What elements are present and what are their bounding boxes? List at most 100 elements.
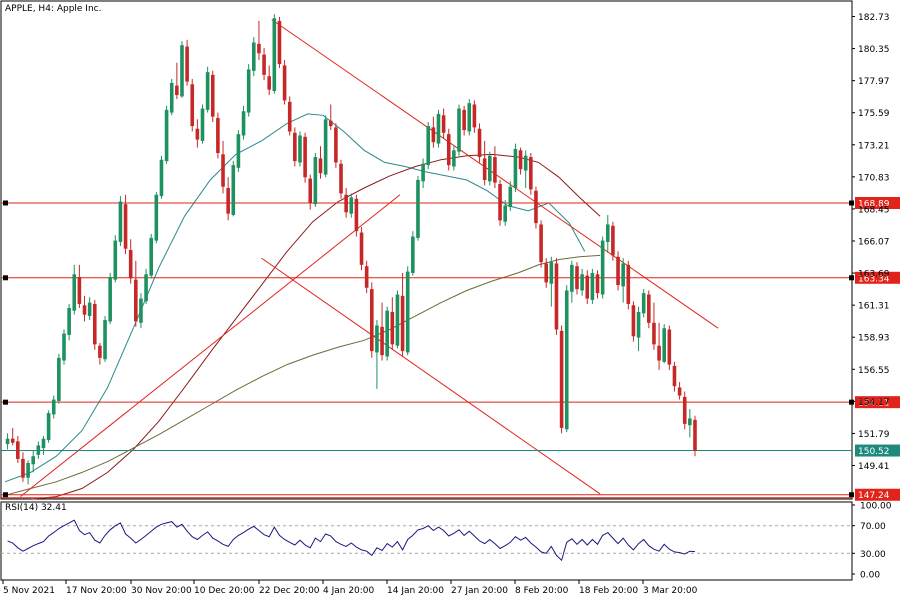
- x-tick-label: 3 Mar 20:00: [643, 586, 698, 596]
- candle-body: [334, 127, 338, 163]
- candle-body: [57, 357, 61, 401]
- candle-body: [616, 256, 620, 286]
- rsi-line: [7, 519, 696, 562]
- level-anchor-right: [849, 200, 854, 206]
- candle-body: [431, 127, 436, 143]
- candle-body: [10, 438, 15, 443]
- level-anchor-right: [849, 399, 854, 405]
- candle-body: [570, 264, 574, 292]
- y-tick-label: 149.41: [858, 462, 890, 472]
- candle-body: [390, 312, 395, 345]
- level-anchor-right: [849, 492, 854, 498]
- chart-frame: [0, 0, 853, 500]
- candle-body: [554, 263, 559, 330]
- candle-body: [293, 132, 297, 162]
- candle-body: [41, 438, 46, 449]
- x-tick-label: 18 Feb 20:00: [579, 586, 638, 596]
- candle-body: [534, 190, 538, 224]
- candle-body: [585, 275, 590, 299]
- chart-title: APPLE, H4: Apple Inc.: [5, 4, 102, 14]
- candle-body: [436, 113, 441, 144]
- candle-body: [354, 198, 359, 232]
- candle-body: [298, 135, 302, 163]
- candle-body: [487, 155, 492, 182]
- candle-body: [21, 458, 25, 478]
- y-tick-label: 180.35: [858, 45, 890, 55]
- level-anchor-left: [3, 200, 8, 206]
- candle-body: [641, 293, 646, 314]
- y-tick-label: 168.45: [858, 205, 890, 215]
- candle-body: [400, 295, 405, 352]
- candle-body: [108, 276, 112, 322]
- candle-body: [164, 109, 169, 162]
- candle-body: [210, 74, 215, 117]
- candle-body: [180, 45, 184, 97]
- candle-body: [544, 263, 549, 283]
- candle-body: [657, 345, 661, 361]
- candle-body: [226, 188, 230, 214]
- candle-body: [190, 84, 195, 127]
- y-tick-label: 170.83: [858, 173, 890, 183]
- y-tick-label: 161.31: [858, 302, 890, 312]
- candle-body: [5, 438, 10, 445]
- candle-body: [185, 46, 189, 82]
- level-anchor-left: [3, 492, 8, 498]
- candle-body: [236, 134, 241, 168]
- candle-body: [195, 128, 200, 140]
- candle-body: [529, 157, 533, 190]
- y-tick-label: 158.93: [858, 334, 890, 344]
- candle-body: [92, 303, 97, 345]
- candle-body: [144, 274, 148, 302]
- candle-body: [636, 312, 641, 338]
- candle-body: [287, 101, 292, 132]
- candle-body: [595, 274, 600, 294]
- candle-body: [123, 204, 128, 249]
- candle-body: [205, 72, 210, 110]
- candle-body: [98, 345, 102, 358]
- y-tick-label: 151.79: [858, 430, 890, 440]
- level-price-tag: [855, 196, 900, 209]
- candle-body: [82, 305, 87, 315]
- candle-body: [323, 119, 328, 175]
- candle-body: [405, 271, 410, 353]
- candle-body: [605, 224, 610, 242]
- candle-body: [267, 76, 271, 90]
- candle-body: [452, 150, 456, 167]
- candle-body: [77, 276, 82, 304]
- level-price-label: 147.24: [858, 491, 890, 501]
- x-tick-label: 4 Jan 20:00: [323, 586, 375, 596]
- candle-body: [559, 330, 564, 428]
- candle-body: [662, 328, 667, 362]
- rsi-title: RSI(14) 32.41: [5, 503, 67, 513]
- candle-body: [118, 201, 123, 242]
- rsi-y-tick-label: 70.00: [860, 522, 886, 532]
- candle-body: [169, 82, 174, 113]
- candle-body: [364, 266, 369, 288]
- candle-body: [252, 42, 256, 71]
- candle-body: [128, 250, 133, 279]
- trend-line-rising-support: [20, 194, 401, 498]
- x-tick-label: 10 Dec 20:00: [194, 586, 255, 596]
- candle-body: [36, 445, 41, 455]
- candles-layer: [5, 14, 697, 485]
- y-tick-label: 182.73: [858, 13, 890, 23]
- candle-body: [62, 333, 66, 361]
- level-price-tag: [855, 488, 900, 501]
- candle-body: [26, 462, 30, 478]
- candle-body: [647, 294, 651, 323]
- candle-body: [652, 322, 656, 345]
- level-price-tag: [855, 396, 900, 409]
- x-tick-label: 17 Nov 20:00: [66, 586, 127, 596]
- axes-layer: 168.89 163.34 154.11 147.24 150.52 182.73 180.…: [2, 13, 900, 596]
- rsi-y-tick-label: 100.00: [860, 502, 892, 512]
- level-price-label: 168.89: [858, 199, 890, 209]
- candle-body: [369, 289, 374, 352]
- candle-body: [113, 240, 118, 280]
- candle-body: [564, 290, 569, 430]
- candle-body: [580, 274, 584, 291]
- candle-body: [277, 20, 282, 65]
- candle-body: [631, 305, 636, 337]
- candle-body: [339, 163, 343, 194]
- candle-body: [462, 109, 466, 131]
